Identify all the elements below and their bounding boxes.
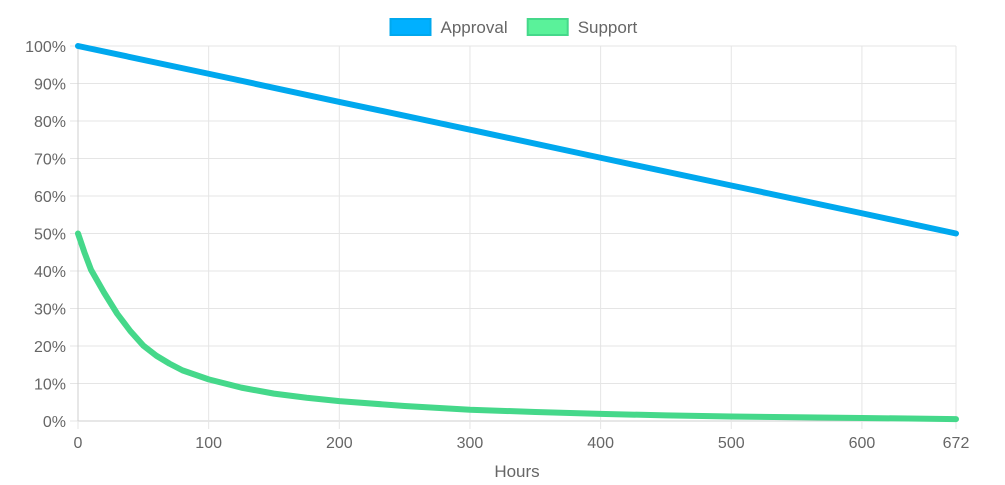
y-tick-label: 70% <box>34 152 66 169</box>
y-tick-label: 40% <box>34 264 66 281</box>
series <box>75 43 959 423</box>
y-tick-label: 0% <box>43 414 66 431</box>
y-tick-label: 10% <box>34 377 66 394</box>
x-tick-label: 672 <box>943 435 970 452</box>
legend-label-approval: Approval <box>441 18 508 37</box>
y-tick-label: 100% <box>25 39 66 56</box>
y-tick-label: 60% <box>34 189 66 206</box>
x-axis-title: Hours <box>494 462 539 481</box>
y-tick-label: 80% <box>34 114 66 131</box>
x-tick-label: 100 <box>195 435 222 452</box>
grid <box>70 45 957 429</box>
y-tick-label: 50% <box>34 227 66 244</box>
axes: 0% 10% 20% 30% 40% 50% 60% 70% 80% 90% 100% 0 100 200… <box>25 39 969 452</box>
legend-swatch-approval <box>389 18 432 36</box>
legend: Approval Support <box>389 18 638 37</box>
x-tick-label: 200 <box>326 435 353 452</box>
x-tick-label: 0 <box>74 435 83 452</box>
x-tick-label: 600 <box>849 435 876 452</box>
y-tick-label: 90% <box>34 77 66 94</box>
y-tick-label: 20% <box>34 339 66 356</box>
legend-swatch-support <box>526 18 569 36</box>
support-line <box>75 230 959 423</box>
x-tick-label: 300 <box>457 435 484 452</box>
x-tick-label: 500 <box>718 435 745 452</box>
approval-line <box>75 43 959 237</box>
y-tick-label: 30% <box>34 302 66 319</box>
legend-label-support: Support <box>578 18 638 37</box>
x-tick-label: 400 <box>587 435 614 452</box>
